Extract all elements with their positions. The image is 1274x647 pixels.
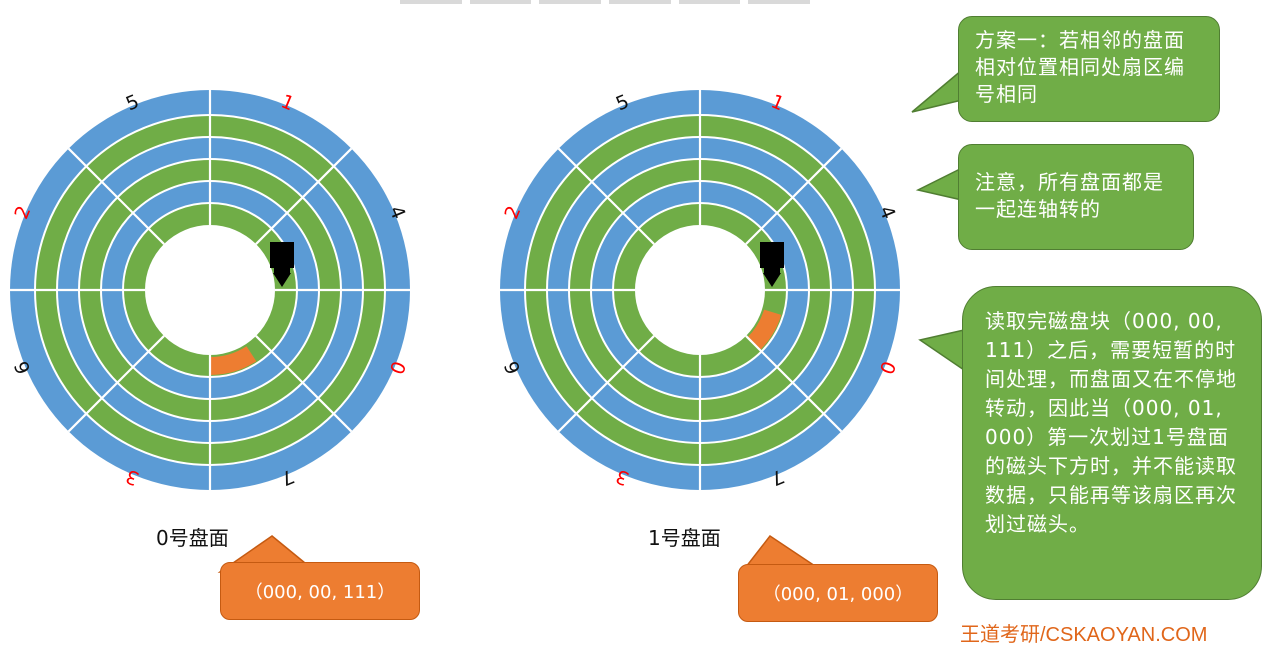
address-bubble-surface-1: （000, 01, 000） [738,564,938,622]
sector-divider [745,335,843,433]
note-explanation: 读取完磁盘块（000, 00, 111）之后，需要短暂的时间处理，而盘面又在不停… [962,286,1262,600]
spindle-hole [145,225,275,355]
note-scheme: 方案一：若相邻的盘面相对位置相同处扇区编号相同 [958,16,1220,122]
address-bubble-surface-0: （000, 00, 111） [220,562,420,620]
note-attention: 注意，所有盘面都是一起连轴转的 [958,144,1194,250]
spindle-hole [635,225,765,355]
address-text-surface-1: （000, 01, 000） [762,584,914,605]
sector-divider [67,335,165,433]
surface-1-label: 1号盘面 [648,526,721,550]
highlighted-sector [210,346,257,375]
sector-divider [557,335,655,433]
sector-divider [67,147,165,245]
address-text-surface-0: （000, 00, 111） [244,582,396,603]
sector-divider [255,147,353,245]
highlighted-sector [747,309,782,351]
top-toolbar-strip [400,0,811,4]
surface-0-label: 0号盘面 [156,526,229,550]
note-explanation-text: 读取完磁盘块（000, 00, 111）之后，需要短暂的时间处理，而盘面又在不停… [985,309,1237,536]
note-scheme-text: 方案一：若相邻的盘面相对位置相同处扇区编号相同 [975,28,1185,106]
note-attention-text: 注意，所有盘面都是一起连轴转的 [975,170,1164,221]
sector-divider [745,147,843,245]
sector-divider [557,147,655,245]
sector-divider [255,335,353,433]
read-head-icon [760,242,784,287]
read-head-icon [270,242,294,287]
watermark: 王道考研/CSKAOYAN.COM [960,624,1208,646]
